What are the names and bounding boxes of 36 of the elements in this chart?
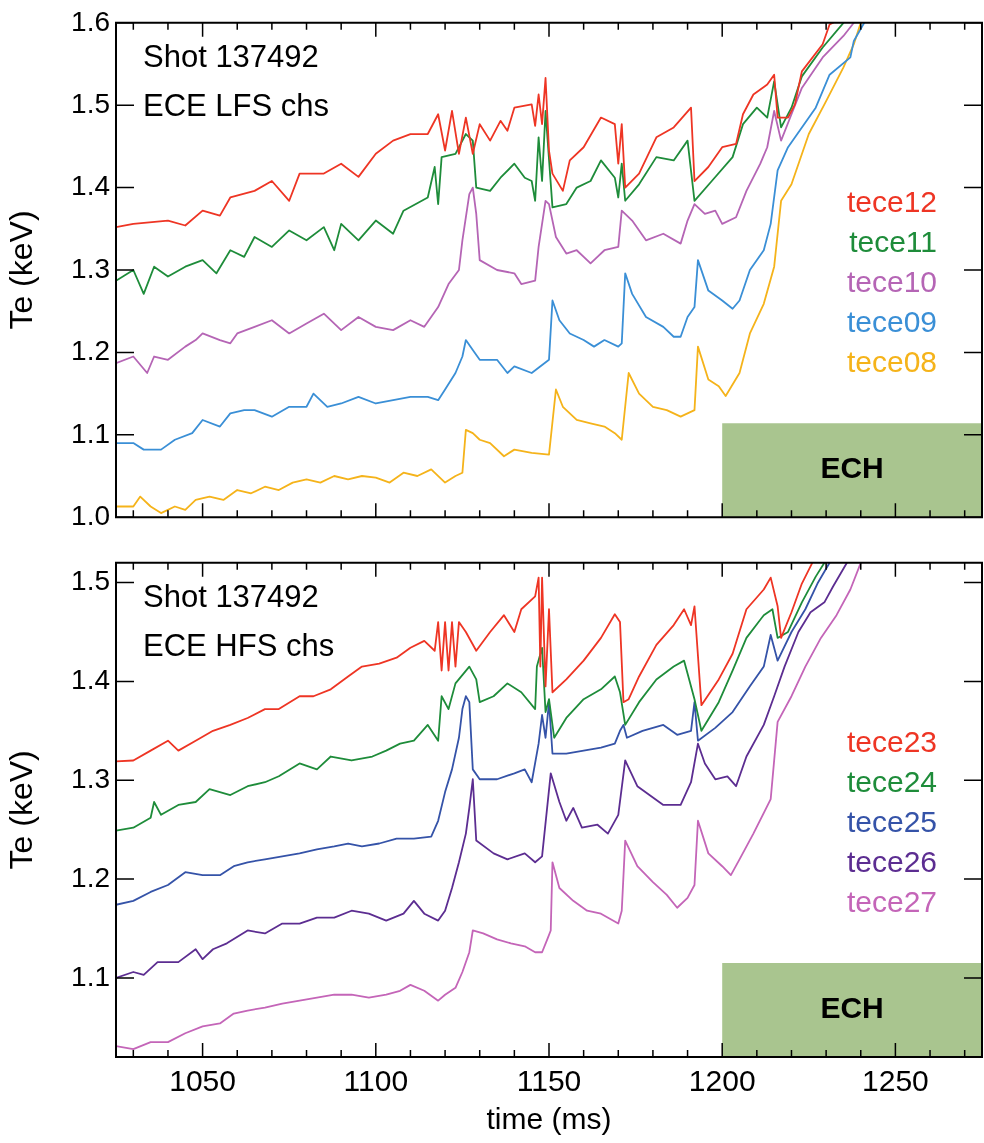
y-axis-title: Te (keV): [3, 750, 40, 870]
y-tick-label: 1.3: [71, 252, 110, 284]
y-tick-label: 1.1: [71, 960, 110, 992]
x-tick-label: 1100: [343, 1064, 409, 1098]
x-tick-label: 1150: [516, 1064, 582, 1098]
x-tick-label: 1200: [688, 1064, 756, 1098]
y-tick-label: 1.2: [71, 861, 110, 893]
x-tick-label: 1050: [169, 1064, 236, 1098]
text: tece27: [846, 885, 937, 919]
annotation: ECE HFS chs: [143, 627, 335, 663]
y-tick-label: 1.5: [71, 87, 110, 119]
band-label: ECH: [820, 991, 884, 1025]
text: tece24: [846, 765, 937, 799]
text: tece08: [846, 345, 937, 379]
y-tick-label: 1.1: [71, 417, 110, 449]
text: tece26: [846, 845, 937, 879]
annotation: Shot 137492: [143, 578, 319, 614]
band-label: ECH: [820, 451, 884, 485]
annotation: ECE LFS chs: [143, 87, 330, 123]
y-tick-label: 1.5: [71, 565, 110, 597]
text: tece25: [846, 805, 937, 839]
text: tece23: [846, 725, 937, 759]
text: tece10: [846, 265, 937, 299]
y-tick-label: 1.4: [71, 170, 110, 202]
text: tece12: [846, 185, 937, 219]
text: tece09: [846, 305, 937, 339]
y-tick-label: 1.4: [71, 664, 110, 696]
y-tick-label: 1.0: [71, 499, 110, 531]
annotation: Shot 137492: [143, 38, 319, 74]
y-tick-label: 1.3: [71, 762, 110, 794]
x-axis-title: time (ms): [486, 1102, 612, 1136]
x-tick-label: 1250: [862, 1064, 929, 1098]
y-axis-title: Te (keV): [3, 210, 40, 330]
text: tece11: [849, 225, 937, 259]
y-tick-label: 1.2: [71, 335, 110, 367]
y-tick-label: 1.6: [71, 5, 110, 37]
